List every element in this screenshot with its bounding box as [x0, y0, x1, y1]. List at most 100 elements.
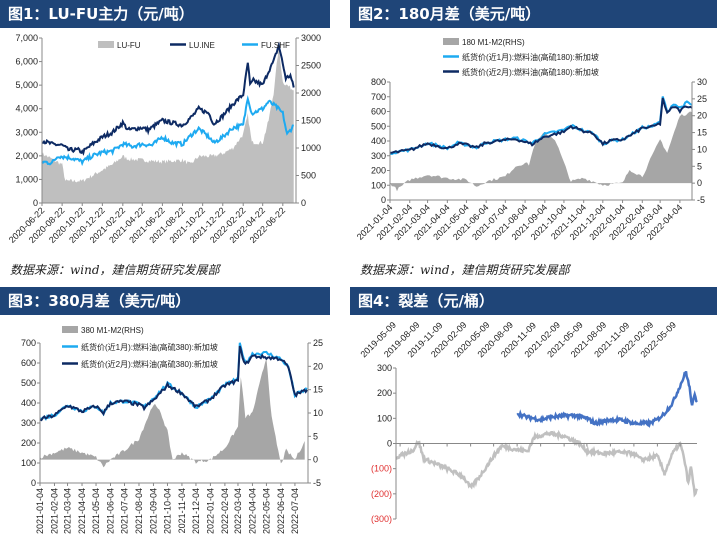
legend-label: FU.SHF [261, 41, 290, 50]
chart-2: 180 M1-M2(RHS) 纸货价(近1月):燃料油(高硫180):新加坡纸货价… [355, 38, 707, 242]
y2-tick-label: 20 [697, 111, 707, 121]
y-tick-label: (200) [371, 489, 392, 499]
legend-label: 纸货价(近2月):燃料油(高硫380):新加坡 [81, 359, 218, 369]
series-line-1 [395, 429, 699, 498]
y-tick-label: 5,000 [15, 80, 38, 90]
chart-1: LU-FU LU.INE FU.SHF 0 1,000 2,000 3,000 4,000 5,… [7, 33, 321, 245]
x-tick-label: 2021-04-04 [77, 488, 87, 534]
legend-swatch [98, 41, 114, 48]
y-tick-label: 3,000 [15, 127, 38, 137]
y-tick-label: 100 [21, 458, 36, 468]
y2-tick-label: -5 [697, 195, 705, 205]
y2-tick-label: 5 [313, 431, 318, 441]
y-tick-label: (100) [371, 464, 392, 474]
y-tick-label: 400 [21, 398, 36, 408]
y-tick-label: 300 [21, 418, 36, 428]
chart-3: 380 M1-M2(RHS) 纸货价(近1月):燃料油(高硫380):新加坡纸货价… [21, 326, 323, 534]
y2-tick-label: 25 [313, 338, 323, 348]
y-tick-label: 100 [377, 413, 392, 423]
y2-tick-label: 10 [313, 408, 323, 418]
y-tick-label: 0 [31, 478, 36, 488]
x-tick-label: 2022-02-04 [220, 488, 230, 534]
series-line-0 [516, 370, 698, 429]
legend-label: LU.INE [189, 41, 215, 50]
x-tick-label: 2022-04-04 [247, 488, 257, 534]
x-tick-label: 2021-07-04 [120, 488, 130, 534]
y2-tick-label: 15 [313, 385, 323, 395]
y2-tick-label: 2500 [301, 61, 321, 71]
y2-tick-label: 5 [697, 161, 702, 171]
chart4-header: 图4：裂差（元/桶） [350, 287, 717, 315]
x-tick-label: 2022-07-04 [290, 488, 300, 534]
y2-tick-label: 0 [697, 178, 702, 188]
y2-tick-label: 0 [313, 455, 318, 465]
y2-tick-label: 15 [697, 128, 707, 138]
y2-tick-label: 500 [301, 171, 316, 181]
y2-tick-label: 0 [301, 198, 306, 208]
y-tick-label: 400 [371, 136, 386, 146]
y-tick-label: 2,000 [15, 151, 38, 161]
series-line-1 [41, 41, 295, 156]
x-tick-label: 2021-05-04 [91, 488, 101, 534]
y-tick-label: 700 [21, 338, 36, 348]
chart1-source: 数据来源：wind，建信期货研究发展部 [10, 263, 220, 277]
chart2-title: 图2：180月差（美元/吨） [358, 5, 541, 23]
chart1-title: 图1：LU-FU主力（元/吨） [8, 5, 194, 23]
series-area-0 [42, 44, 294, 203]
chart4-title: 图4：裂差（元/桶） [358, 292, 494, 310]
chart2-header: 图2：180月差（美元/吨） [350, 0, 717, 28]
legend-label: 380 M1-M2(RHS) [81, 326, 144, 335]
series-area-0 [40, 358, 305, 468]
y-tick-label: 300 [371, 151, 386, 161]
y2-tick-label: 1500 [301, 116, 321, 126]
y-tick-label: 0 [381, 195, 386, 205]
y-tick-label: 7,000 [15, 33, 38, 43]
series-line-2 [39, 345, 308, 422]
y2-tick-label: -5 [313, 478, 321, 488]
y-tick-label: 0 [387, 439, 392, 449]
y-tick-label: 700 [371, 92, 386, 102]
chart3-header: 图3：380月差（美元/吨） [0, 287, 330, 315]
legend-swatch [62, 326, 78, 333]
x-tick-label: 2021-09-04 [148, 488, 158, 534]
x-tick-label: 2021-02-04 [49, 488, 59, 534]
y-tick-label: 0 [33, 198, 38, 208]
y2-tick-label: 10 [697, 144, 707, 154]
y-tick-label: 6,000 [15, 57, 38, 67]
y-tick-label: 600 [21, 358, 36, 368]
x-tick-label: 2021-03-04 [63, 488, 73, 534]
legend-label: 180 M1-M2(RHS) [462, 38, 525, 47]
series-area-0 [390, 111, 692, 192]
y-tick-label: 200 [377, 388, 392, 398]
y-tick-label: 600 [371, 107, 386, 117]
y-tick-label: 200 [21, 438, 36, 448]
y2-tick-label: 20 [313, 361, 323, 371]
y-tick-label: 100 [371, 180, 386, 190]
chart-4: (300)(200)(100)01002003002019-05-092019-… [358, 320, 699, 524]
y-tick-label: 800 [371, 77, 386, 87]
y-tick-label: (300) [371, 514, 392, 524]
x-tick-label: 2021-10-04 [162, 488, 172, 534]
y-tick-label: 500 [21, 378, 36, 388]
x-tick-label: 2021-01-04 [35, 488, 45, 534]
y-tick-label: 500 [371, 121, 386, 131]
chart2-source: 数据来源：wind，建信期货研究发展部 [360, 263, 570, 277]
legend-label: LU-FU [117, 41, 141, 50]
x-tick-label: 2021-11-04 [177, 488, 187, 533]
legend-label: 纸货价(近1月):燃料油(高硫180):新加坡 [462, 52, 599, 62]
legend-swatch [443, 38, 459, 45]
chart3-title: 图3：380月差（美元/吨） [8, 292, 191, 310]
x-tick-label: 2022-05-04 [261, 488, 271, 534]
series-line-2 [389, 97, 693, 154]
y2-tick-label: 2000 [301, 88, 321, 98]
x-tick-label: 2021-08-04 [134, 488, 144, 534]
legend-label: 纸货价(近2月):燃料油(高硫180):新加坡 [462, 67, 599, 77]
y-tick-label: 4,000 [15, 104, 38, 114]
y-tick-label: 300 [377, 363, 392, 373]
chart1-header: 图1：LU-FU主力（元/吨） [0, 0, 330, 28]
legend-label: 纸货价(近1月):燃料油(高硫380):新加坡 [81, 342, 218, 352]
x-tick-label: 2022-01-04 [205, 488, 215, 534]
series-line-2 [41, 95, 294, 167]
x-tick-label: 2021-12-04 [191, 488, 201, 534]
